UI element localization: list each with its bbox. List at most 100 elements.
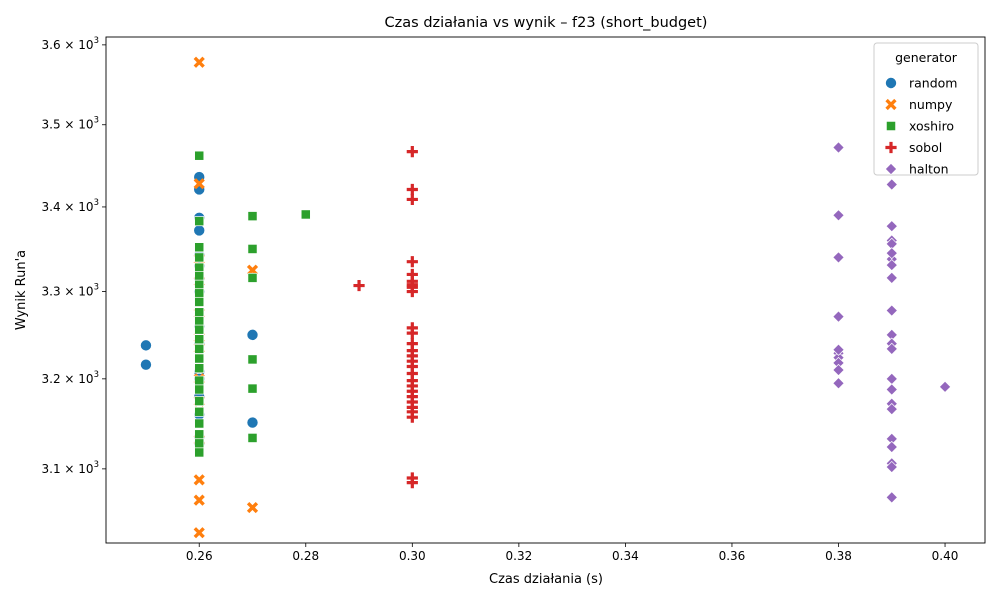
- data-point-xoshiro: [194, 242, 205, 253]
- data-point-halton: [885, 258, 898, 272]
- plot-area-frame: [105, 36, 986, 544]
- data-point-halton: [832, 141, 845, 154]
- x-tick-label: 0.32: [506, 549, 533, 563]
- x-axis-label: Czas działania (s): [489, 572, 603, 587]
- x-tick-label: 0.28: [292, 549, 319, 563]
- legend-box: [873, 42, 979, 176]
- legend-item-xoshiro: xoshiro: [886, 119, 954, 134]
- data-point-xoshiro: [194, 252, 205, 263]
- data-point-xoshiro: [194, 262, 205, 273]
- data-point-halton: [885, 460, 898, 474]
- data-point-halton: [885, 372, 898, 385]
- data-point-sobol: [406, 338, 418, 350]
- data-point-halton: [832, 251, 845, 264]
- data-point-halton: [832, 209, 845, 222]
- legend-item-random: random: [885, 76, 957, 91]
- legend-label: numpy: [909, 97, 953, 112]
- legend-item-halton: halton: [884, 162, 949, 177]
- data-point-numpy: [193, 474, 205, 486]
- data-point-xoshiro: [194, 418, 205, 429]
- y-tick-label: 3.1 × 103: [42, 460, 99, 476]
- data-point-random: [139, 339, 152, 352]
- data-point-random: [246, 328, 259, 341]
- data-point-halton: [885, 178, 898, 191]
- data-point-numpy: [193, 527, 205, 539]
- data-point-numpy: [246, 501, 259, 514]
- data-point-numpy: [193, 178, 205, 190]
- y-tick-label: 3.3 × 103: [42, 283, 99, 299]
- data-point-xoshiro: [194, 288, 205, 299]
- data-point-xoshiro: [194, 279, 205, 290]
- data-point-halton: [832, 377, 845, 390]
- data-point-xoshiro: [194, 353, 205, 364]
- legend-item-numpy: numpy: [885, 97, 953, 112]
- data-point-halton: [832, 343, 845, 356]
- data-point-xoshiro: [194, 447, 205, 458]
- data-point-halton: [885, 304, 898, 317]
- data-point-xoshiro: [194, 334, 205, 345]
- data-point-sobol: [406, 193, 418, 206]
- legend-title: generator: [895, 50, 958, 65]
- data-point-xoshiro: [247, 272, 258, 283]
- data-point-numpy: [193, 56, 205, 68]
- data-point-xoshiro: [194, 307, 205, 318]
- data-point-xoshiro: [247, 432, 258, 443]
- data-point-xoshiro: [194, 324, 205, 335]
- marks-layer: [139, 56, 952, 539]
- y-tick-label: 3.4 × 103: [42, 198, 99, 214]
- data-point-xoshiro: [194, 150, 205, 161]
- data-point-xoshiro: [194, 438, 205, 449]
- x-tick-label: 0.30: [399, 549, 426, 563]
- series-xoshiro: [194, 150, 311, 458]
- y-tick-label: 3.5 × 103: [42, 116, 99, 132]
- data-point-halton: [885, 220, 898, 233]
- legend-marker-xoshiro: [886, 121, 896, 131]
- data-point-xoshiro: [247, 243, 258, 254]
- data-point-xoshiro: [247, 211, 258, 222]
- data-point-xoshiro: [194, 429, 205, 440]
- data-point-xoshiro: [194, 396, 205, 407]
- chart-title: Czas działania vs wynik – f23 (short_bud…: [385, 15, 708, 31]
- data-point-xoshiro: [247, 383, 258, 394]
- data-point-xoshiro: [194, 375, 205, 386]
- data-point-xoshiro: [194, 316, 205, 326]
- x-tick-label: 0.38: [825, 549, 852, 563]
- legend-marker-sobol: [885, 141, 897, 154]
- legend-label: xoshiro: [909, 119, 954, 134]
- data-point-xoshiro: [194, 343, 205, 354]
- y-tick-label: 3.2 × 103: [42, 370, 99, 386]
- legend: generator random numpy xoshiro sobol halton: [873, 42, 979, 177]
- y-axis-label: Wynik Run'a: [14, 250, 29, 330]
- data-point-sobol: [406, 256, 418, 268]
- legend-marker-numpy: [885, 98, 897, 111]
- data-point-sobol: [406, 146, 418, 158]
- y-axis: 3.1 × 103 3.2 × 103 3.3 × 103 3.4 × 103 3.5 …: [42, 36, 106, 476]
- data-point-xoshiro: [247, 354, 258, 365]
- legend-marker-halton: [884, 162, 898, 176]
- x-axis: 0.26 0.28 0.30 0.32 0.34 0.36 0.38 0.40: [186, 543, 959, 563]
- legend-label: sobol: [909, 140, 942, 155]
- data-point-halton: [832, 363, 845, 377]
- data-point-halton: [885, 383, 898, 396]
- data-point-numpy: [193, 494, 205, 506]
- legend-label: random: [909, 76, 957, 91]
- data-point-random: [193, 224, 206, 237]
- data-point-sobol: [406, 411, 418, 423]
- data-point-halton: [938, 380, 952, 393]
- x-tick-label: 0.26: [186, 549, 213, 563]
- data-point-random: [246, 416, 259, 429]
- data-point-halton: [885, 247, 898, 260]
- data-point-sobol: [406, 477, 418, 489]
- data-point-xoshiro: [194, 271, 205, 282]
- data-point-halton: [885, 271, 898, 284]
- data-point-xoshiro: [194, 363, 205, 374]
- series-sobol: [353, 146, 418, 489]
- y-tick-label: 3.6 × 103: [42, 36, 99, 52]
- data-point-halton: [885, 403, 898, 416]
- data-point-halton: [832, 310, 845, 323]
- data-point-random: [139, 358, 152, 371]
- legend-marker-random: [885, 77, 898, 90]
- x-tick-label: 0.34: [612, 549, 639, 563]
- x-tick-label: 0.40: [932, 549, 959, 563]
